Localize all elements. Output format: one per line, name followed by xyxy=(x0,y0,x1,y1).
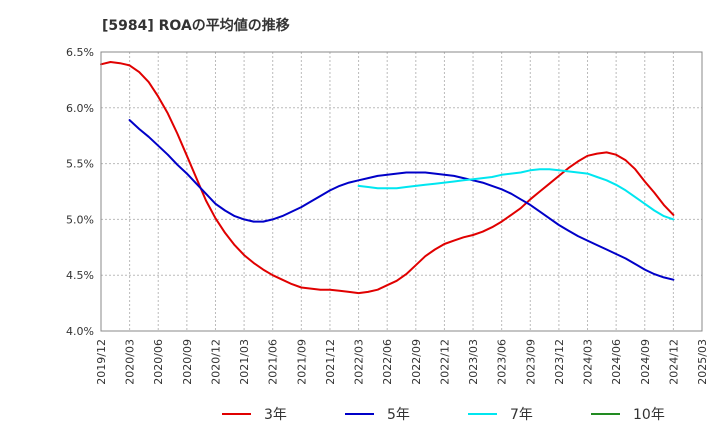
x-tick-label: 2020/12 xyxy=(209,339,222,385)
legend-label: 5年 xyxy=(387,407,410,423)
x-tick-label: 2021/09 xyxy=(295,339,308,385)
x-tick-label: 2022/12 xyxy=(438,339,451,385)
grid-lines xyxy=(100,51,703,332)
y-tick-label: 6.0% xyxy=(66,102,94,115)
x-tick-label: 2019/12 xyxy=(95,339,108,385)
x-tick-label: 2020/03 xyxy=(124,339,137,385)
y-axis-ticks: 4.0% 4.5% 5.0% 5.5% 6.0% 6.5% xyxy=(66,46,94,338)
series-line-7年 xyxy=(357,168,675,221)
legend-label: 7年 xyxy=(510,407,533,423)
x-tick-label: 2021/03 xyxy=(238,339,251,385)
x-tick-label: 2023/09 xyxy=(524,339,537,385)
x-tick-label: 2022/09 xyxy=(410,339,423,385)
x-tick-label: 2023/03 xyxy=(467,339,480,385)
x-tick-label: 2024/12 xyxy=(667,339,680,385)
x-axis-ticks: 2019/12 2020/03 2020/06 2020/09 2020/12 2021/… xyxy=(95,339,709,385)
x-tick-label: 2024/06 xyxy=(610,339,623,385)
series-lines xyxy=(100,61,675,295)
x-tick-label: 2025/03 xyxy=(696,339,709,385)
series-line-5年 xyxy=(128,119,675,281)
plot-frame xyxy=(100,51,703,332)
x-tick-label: 2022/03 xyxy=(353,339,366,385)
x-tick-label: 2023/12 xyxy=(553,339,566,385)
y-tick-label: 6.5% xyxy=(66,46,94,59)
x-tick-label: 2022/06 xyxy=(381,339,394,385)
chart-title: [5984] ROAの平均値の推移 xyxy=(102,17,290,34)
series-line-3年 xyxy=(100,61,675,295)
legend-label: 10年 xyxy=(633,407,665,423)
x-tick-label: 2021/12 xyxy=(324,339,337,385)
x-tick-label: 2024/09 xyxy=(639,339,652,385)
legend: 3年 5年 7年 10年 xyxy=(222,407,665,423)
x-tick-label: 2020/09 xyxy=(181,339,194,385)
y-tick-label: 4.5% xyxy=(66,269,94,282)
x-tick-label: 2021/06 xyxy=(267,339,280,385)
x-tick-label: 2024/03 xyxy=(582,339,595,385)
y-tick-label: 5.0% xyxy=(66,213,94,226)
y-tick-label: 5.5% xyxy=(66,158,94,171)
x-tick-label: 2023/06 xyxy=(496,339,509,385)
y-tick-label: 4.0% xyxy=(66,325,94,338)
x-tick-label: 2020/06 xyxy=(152,339,165,385)
legend-label: 3年 xyxy=(264,407,287,423)
